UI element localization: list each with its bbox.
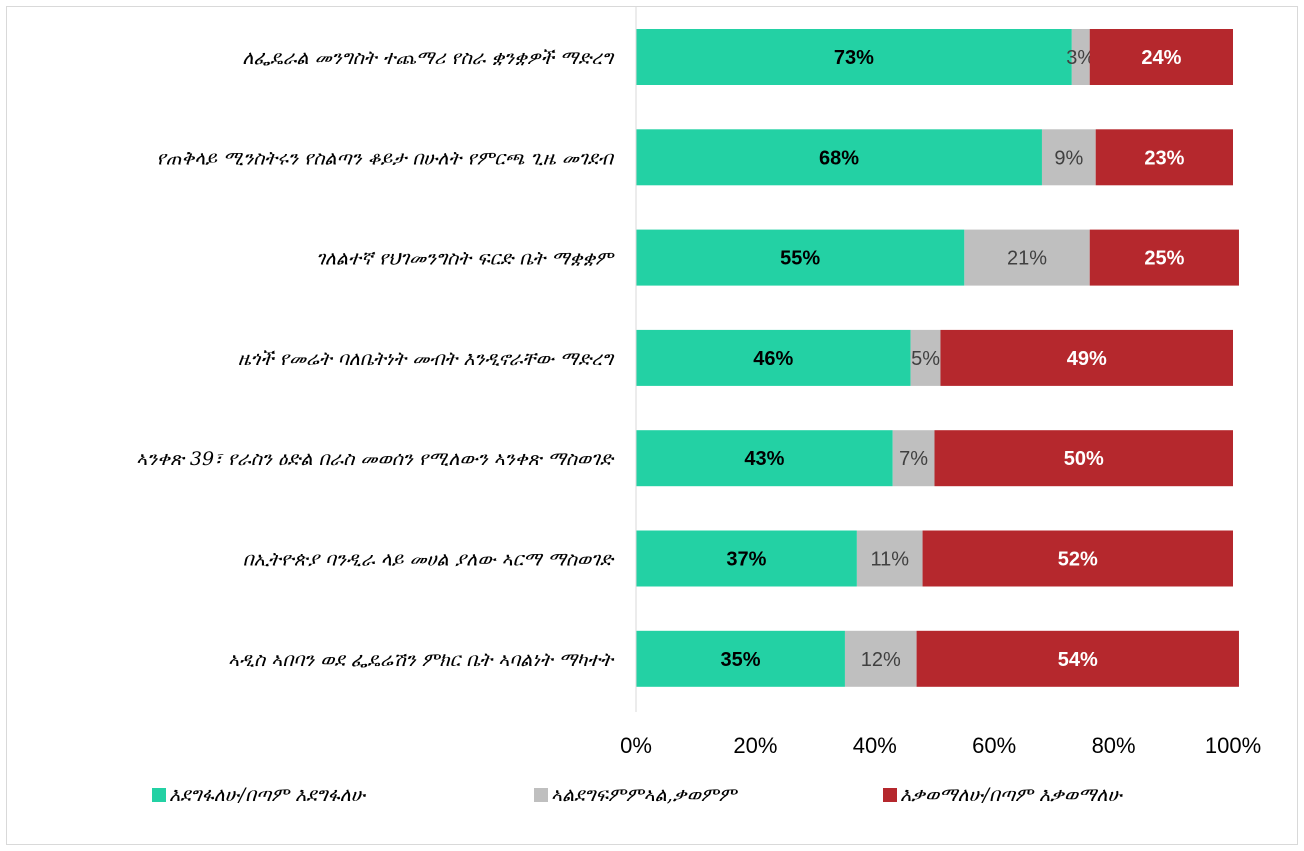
- value-label: 25%: [1144, 248, 1184, 270]
- x-tick-label: 60%: [972, 733, 1016, 758]
- x-tick-label: 100%: [1205, 733, 1261, 758]
- bar-segment: [1071, 29, 1090, 85]
- category-label: ገለልተኛ የህገመንግስት ፍርድ ቤት ማቋቋም: [316, 248, 615, 270]
- bar-segment: [636, 430, 893, 487]
- bar-segment: [1089, 29, 1233, 85]
- value-label: 5%: [911, 348, 940, 370]
- bar-segment: [1095, 129, 1233, 186]
- value-label: 52%: [1058, 549, 1098, 571]
- legend-label-support: እደግፋለሁ/በጣም እደግፋለሁ: [169, 784, 365, 806]
- category-label: ለፌዴራል መንግስት ተጨማሪ የስራ ቋንቋዎች ማድረግ: [242, 47, 615, 69]
- value-label: 50%: [1064, 448, 1104, 470]
- value-label: 54%: [1058, 649, 1098, 671]
- value-label: 35%: [720, 649, 760, 671]
- value-label: 23%: [1144, 147, 1184, 169]
- bar-segment: [1041, 129, 1096, 186]
- bar-segment: [910, 329, 941, 386]
- x-tick-label: 80%: [1092, 733, 1136, 758]
- legend-label-neutral: ኣልደግፍምምኣል,ቃወምም: [551, 784, 737, 806]
- legend-item-oppose: እቃወማለሁ/በጣም እቃወማለሁ: [883, 784, 1122, 806]
- bar-segment: [916, 630, 1239, 687]
- bar-segment: [1089, 229, 1239, 286]
- bar-segment: [636, 630, 845, 687]
- value-label: 9%: [1054, 147, 1083, 169]
- legend: እደግፋለሁ/በጣም እደግፋለሁ ኣልደግፍምምኣል,ቃወምም እቃወማለሁ/…: [0, 784, 1304, 814]
- legend-label-oppose: እቃወማለሁ/በጣም እቃወማለሁ: [900, 784, 1122, 806]
- bar-segment: [636, 329, 911, 386]
- value-label: 24%: [1141, 47, 1181, 69]
- value-label: 73%: [834, 47, 874, 69]
- bar-segment: [922, 530, 1233, 587]
- bar-segment: [964, 229, 1090, 286]
- legend-item-support: እደግፋለሁ/በጣም እደግፋለሁ: [152, 784, 365, 806]
- value-label: 7%: [899, 448, 928, 470]
- x-tick-label: 0%: [620, 733, 652, 758]
- legend-item-neutral: ኣልደግፍምምኣል,ቃወምም: [534, 784, 736, 806]
- bar-segment: [636, 229, 965, 286]
- category-label: ኣንቀጽ 39፣ የራስን ዕድል በራስ መወሰን የሚለውን ኣንቀጽ ማስ…: [136, 448, 615, 470]
- value-label: 55%: [780, 248, 820, 270]
- bar-segment: [856, 530, 923, 587]
- value-label: 37%: [726, 549, 766, 571]
- category-label: በኢትዮጵያ ባንዲራ ላይ መሀል ያለው ኣርማ ማስወገድ: [243, 549, 615, 571]
- legend-swatch-oppose: [883, 788, 897, 802]
- category-label: የጠቅላይ ሚንስትሩን የስልጣን ቆይታ በሁለት የምርጫ ጊዜ መገደብ: [156, 147, 614, 169]
- value-label: 68%: [819, 147, 859, 169]
- bar-segment: [892, 430, 935, 487]
- x-tick-label: 40%: [853, 733, 897, 758]
- bar-segment: [636, 530, 857, 587]
- value-label: 21%: [1007, 248, 1047, 270]
- legend-swatch-neutral: [534, 788, 548, 802]
- value-label: 3%: [1066, 47, 1095, 69]
- bar-segment: [636, 129, 1042, 186]
- value-label: 11%: [870, 549, 909, 571]
- bar-segment: [940, 329, 1233, 386]
- category-label: ኣዲስ ኣበባን ወደ ፌዴሬሽን ምክር ቤት ኣባልነት ማካተት: [228, 649, 615, 671]
- value-label: 46%: [753, 348, 793, 370]
- bar-segment: [844, 630, 917, 687]
- bar-segment: [636, 29, 1072, 85]
- value-label: 43%: [744, 448, 784, 470]
- bar-segment: [934, 430, 1233, 487]
- x-tick-label: 20%: [733, 733, 777, 758]
- value-label: 12%: [861, 649, 901, 671]
- category-label: ዜጎች የመሬት ባለቤትነት መብት እንዲኖራቸው ማድረግ: [238, 348, 615, 370]
- legend-swatch-support: [152, 788, 166, 802]
- value-label: 49%: [1067, 348, 1107, 370]
